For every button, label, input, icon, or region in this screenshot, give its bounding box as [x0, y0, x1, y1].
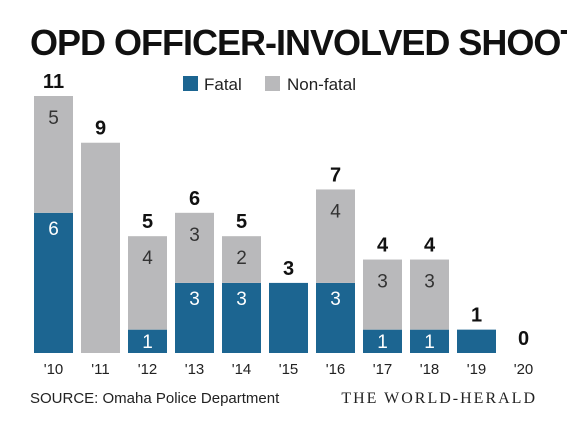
segment-label-fatal-4: 3: [236, 289, 247, 310]
segment-label-nonfatal-7: 3: [377, 272, 388, 293]
x-tick-label-10: '20: [514, 361, 534, 378]
total-label-4: 5: [236, 211, 247, 233]
x-tick-label-5: '15: [279, 361, 299, 378]
bar-nonfatal-3: [175, 212, 214, 283]
segment-label-fatal-7: 1: [377, 332, 388, 353]
total-label-2: 5: [142, 211, 153, 233]
total-label-9: 1: [471, 305, 482, 327]
x-tick-label-3: '13: [185, 361, 205, 378]
bar-fatal-8: [410, 329, 449, 353]
legend-label-nonfatal: Non-fatal: [287, 75, 356, 94]
total-label-10: 0: [518, 328, 529, 350]
chart-title: OPD OFFICER-INVOLVED SHOOTINGS: [30, 22, 567, 63]
legend-label-fatal: Fatal: [204, 75, 242, 94]
total-label-7: 4: [377, 235, 389, 257]
x-tick-label-9: '19: [467, 361, 487, 378]
segment-label-nonfatal-2: 4: [142, 248, 153, 269]
segment-label-fatal-0: 6: [48, 219, 59, 240]
bar-nonfatal-6: [316, 189, 355, 283]
bar-fatal-6: [316, 282, 355, 353]
segment-label-fatal-2: 1: [142, 332, 153, 353]
x-tick-label-4: '14: [232, 361, 252, 378]
bar-fatal-5: [269, 282, 308, 353]
bar-nonfatal-8: [410, 259, 449, 330]
publisher-credit: THE WORLD-HERALD: [341, 390, 537, 407]
bar-nonfatal-0: [34, 96, 73, 213]
bars: [34, 96, 496, 353]
total-label-6: 7: [330, 164, 341, 186]
x-tick-label-2: '12: [138, 361, 158, 378]
bar-fatal-0: [34, 212, 73, 353]
total-label-8: 4: [424, 235, 436, 257]
bar-nonfatal-2: [128, 236, 167, 330]
total-label-1: 9: [95, 118, 106, 140]
segment-labels: 6 5 1 4 3 3 3 2 3 4 1 3 1 3: [48, 108, 435, 353]
segment-label-nonfatal-0: 5: [48, 108, 59, 129]
segment-label-nonfatal-3: 3: [189, 225, 200, 246]
x-tick-label-6: '16: [326, 361, 346, 378]
bar-fatal-3: [175, 282, 214, 353]
bar-nonfatal-4: [222, 236, 261, 283]
source-note: SOURCE: Omaha Police Department: [30, 390, 280, 407]
total-label-5: 3: [283, 258, 294, 280]
bar-nonfatal-7: [363, 259, 402, 330]
x-tick-label-1: '11: [91, 361, 109, 378]
total-label-0: 11: [43, 71, 64, 93]
x-tick-label-7: '17: [373, 361, 393, 378]
total-label-3: 6: [189, 188, 200, 210]
x-axis-tick-labels: '10 '11 '12 '13 '14 '15 '16 '17 '18 '19 '20: [44, 361, 534, 378]
segment-label-nonfatal-6: 4: [330, 201, 341, 222]
x-tick-label-8: '18: [420, 361, 440, 378]
legend-swatch-fatal: [183, 76, 198, 91]
legend-swatch-nonfatal: [265, 76, 280, 91]
segment-label-fatal-6: 3: [330, 289, 341, 310]
legend: Fatal Non-fatal: [183, 75, 356, 94]
bar-fatal-9: [457, 329, 496, 353]
segment-label-fatal-3: 3: [189, 289, 200, 310]
segment-label-nonfatal-8: 3: [424, 272, 435, 293]
bar-fatal-2: [128, 329, 167, 353]
bar-fatal-7: [363, 329, 402, 353]
segment-label-nonfatal-4: 2: [236, 248, 247, 269]
x-tick-label-0: '10: [44, 361, 64, 378]
bar-nonfatal-1: [81, 142, 120, 353]
segment-label-fatal-8: 1: [424, 332, 435, 353]
bar-fatal-4: [222, 282, 261, 353]
